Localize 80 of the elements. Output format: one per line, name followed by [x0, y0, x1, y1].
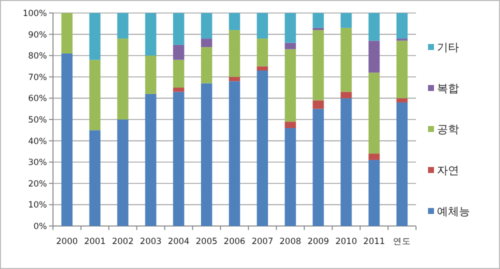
y-tick-label: 60% — [28, 94, 47, 104]
x-tick-label: 2001 — [84, 237, 106, 247]
x-tick-label: 2009 — [307, 237, 330, 247]
y-tick-label: 50% — [28, 116, 47, 126]
bar — [200, 47, 212, 84]
bar — [173, 60, 184, 88]
bar — [61, 13, 73, 54]
bar — [200, 38, 212, 48]
bar — [200, 83, 212, 226]
bar — [173, 88, 184, 92]
y-tick-label: 80% — [28, 52, 47, 62]
y-tick-label: 90% — [28, 30, 47, 40]
bar — [368, 72, 380, 154]
bar — [89, 130, 100, 226]
bar — [312, 28, 324, 30]
x-tick-label: 2006 — [224, 237, 246, 247]
bar — [173, 92, 184, 226]
bar — [340, 13, 352, 28]
bar — [145, 56, 156, 94]
bar — [340, 92, 352, 98]
bar — [173, 13, 184, 45]
bar — [89, 60, 100, 130]
bar — [312, 13, 324, 28]
bar — [368, 40, 380, 73]
bar — [200, 13, 212, 39]
bar — [396, 13, 408, 39]
legend-label: 기타 — [437, 41, 459, 54]
bar — [145, 13, 156, 56]
legend-label: 예체능 — [437, 205, 470, 218]
legend-label: 자연 — [437, 164, 459, 177]
legend-label: 공학 — [437, 123, 459, 136]
bar — [284, 128, 296, 226]
bar — [396, 98, 408, 102]
bar — [228, 76, 240, 82]
bar — [340, 98, 352, 226]
x-tick-label: 2008 — [280, 237, 302, 247]
bar — [284, 122, 296, 128]
bar — [61, 53, 73, 226]
x-tick-label: 2000 — [56, 237, 78, 247]
legend-label: 복합 — [437, 82, 459, 95]
y-tick-label: 20% — [28, 179, 47, 190]
y-tick-label: 10% — [28, 200, 47, 211]
bar — [228, 81, 240, 226]
bar — [89, 13, 100, 60]
bar — [284, 42, 296, 50]
x-tick-label: 2010 — [335, 237, 358, 247]
x-tick-label: 2005 — [196, 237, 218, 247]
bar — [340, 28, 352, 92]
bar — [256, 38, 268, 66]
bar — [284, 49, 296, 122]
bar — [173, 44, 184, 60]
bar — [368, 154, 380, 160]
bar — [228, 13, 240, 30]
y-tick-label: 40% — [28, 136, 47, 147]
bar — [312, 108, 324, 226]
bar — [117, 13, 128, 39]
bar — [117, 38, 128, 120]
bar — [256, 13, 268, 39]
y-tick-label: 70% — [28, 72, 47, 83]
bar — [228, 30, 240, 77]
bar — [396, 40, 408, 98]
bar — [145, 94, 156, 226]
x-tick-label: 2002 — [112, 237, 134, 247]
bar — [368, 160, 380, 226]
x-tick-label: 연도 — [393, 237, 412, 247]
x-tick-label: 2003 — [140, 237, 162, 247]
bar — [396, 102, 408, 226]
y-tick-label: 30% — [28, 158, 47, 168]
bar — [256, 70, 268, 226]
bar — [284, 13, 296, 43]
y-tick-label: 0% — [34, 222, 47, 232]
x-tick-label: 2011 — [363, 237, 385, 247]
y-tick-label: 100% — [22, 9, 47, 19]
x-tick-label: 2004 — [168, 237, 190, 247]
bar — [256, 66, 268, 71]
bar — [312, 100, 324, 109]
bar — [312, 30, 324, 100]
bar — [368, 13, 380, 41]
bar — [117, 120, 128, 226]
x-tick-label: 2007 — [252, 237, 274, 247]
